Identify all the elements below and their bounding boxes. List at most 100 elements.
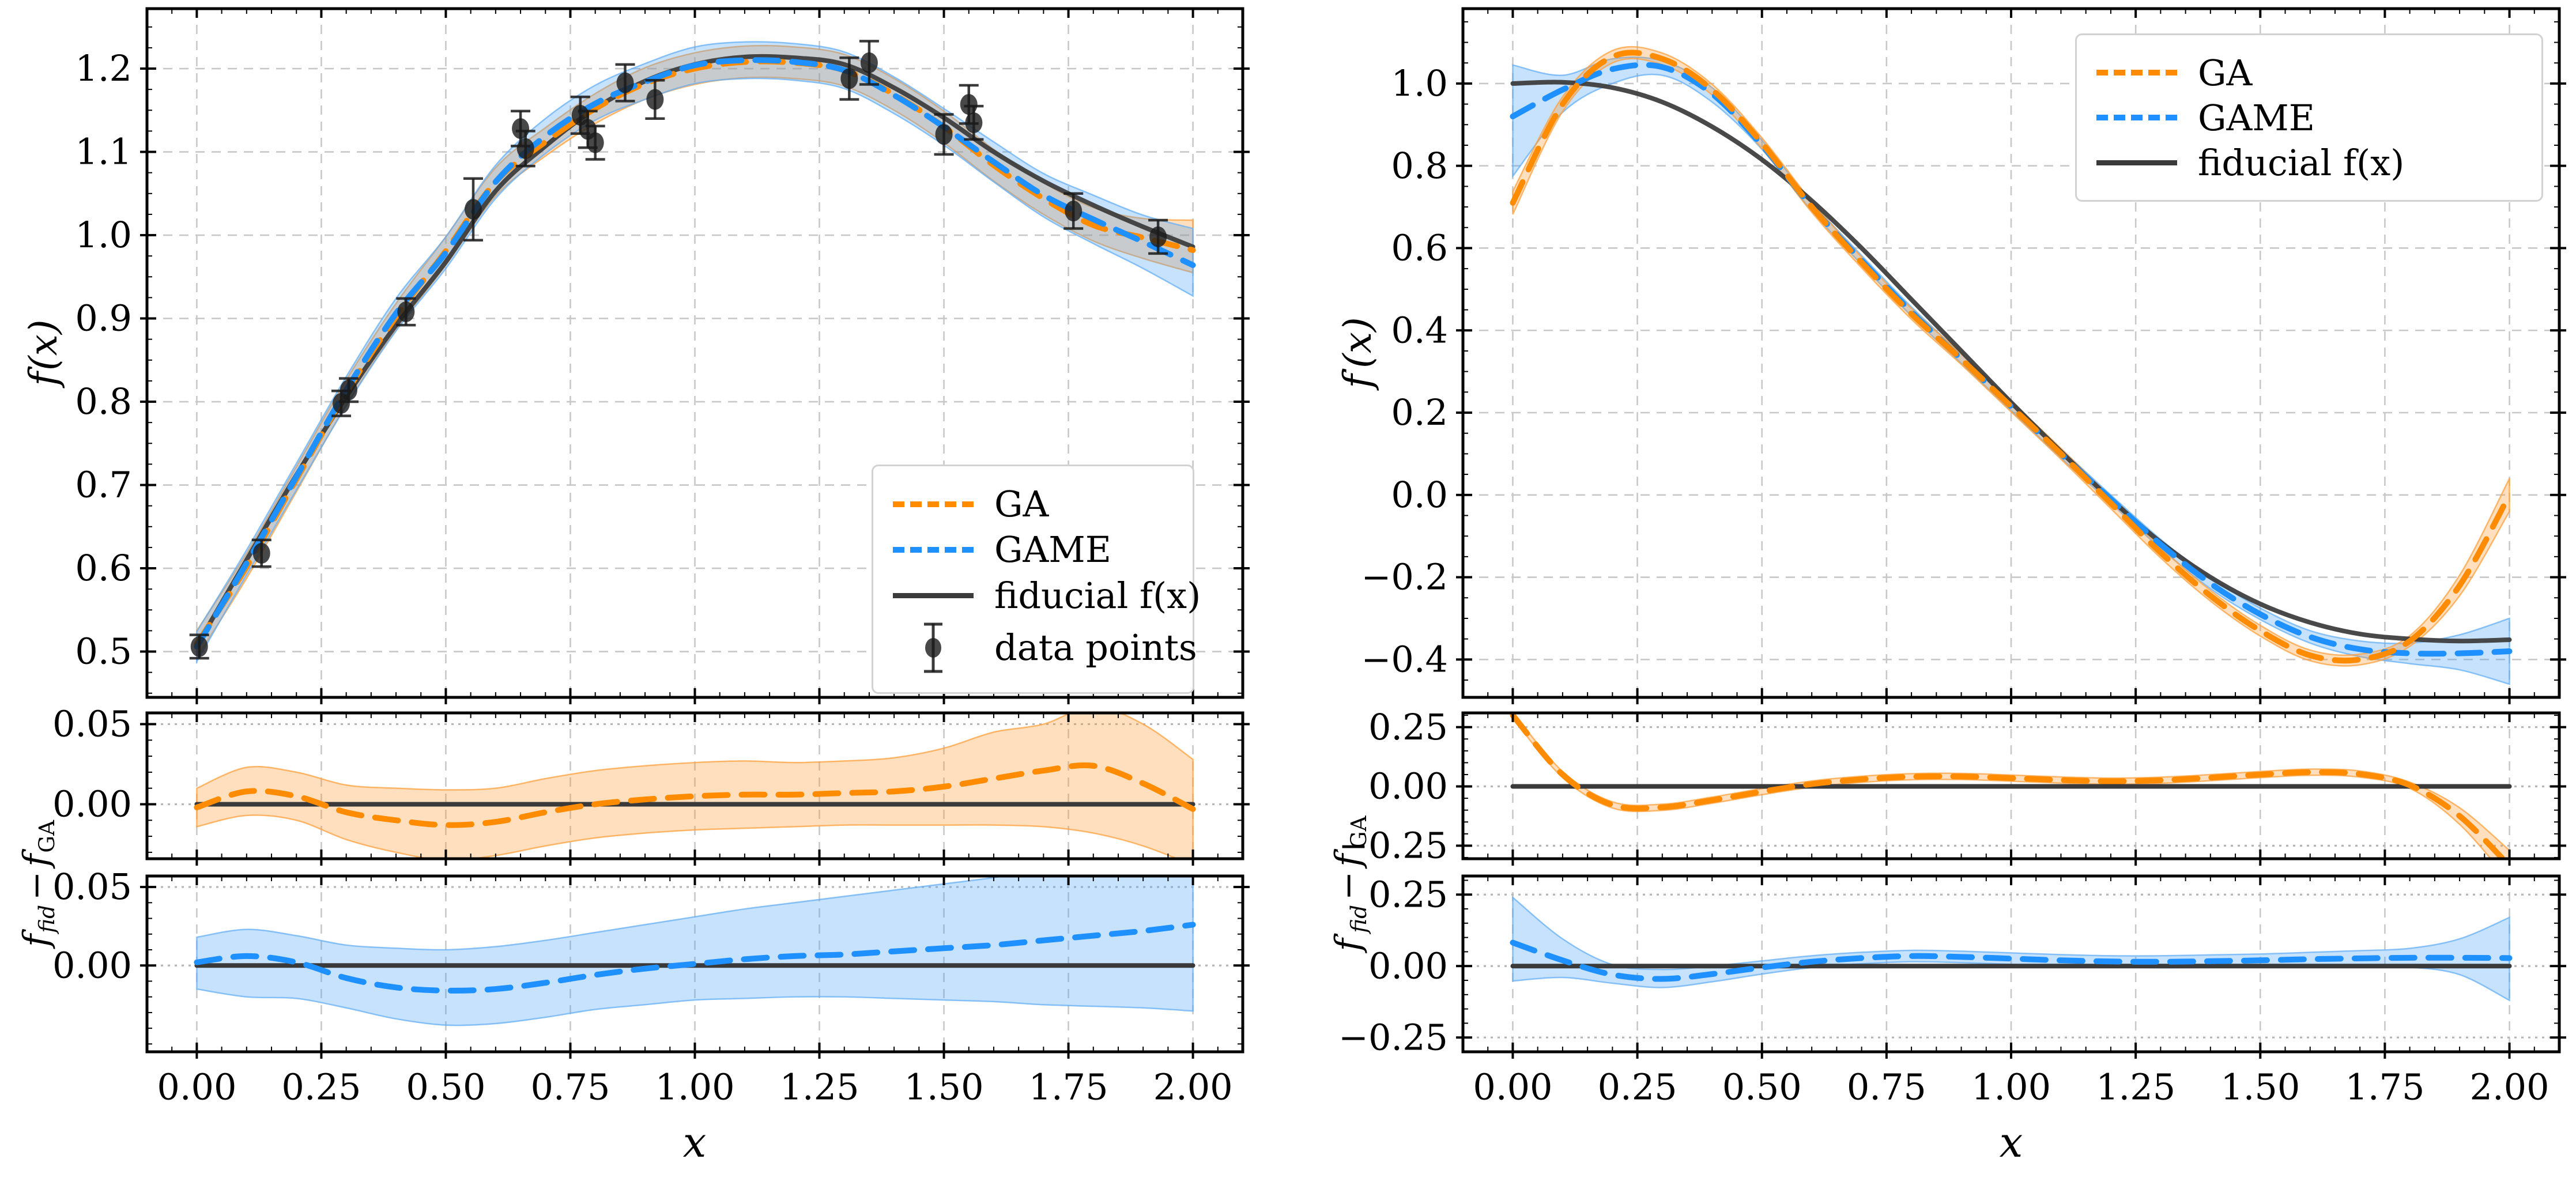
legend-label: data points — [994, 626, 1197, 669]
right-res-ylabel: f′fid−f′GA — [1328, 816, 1372, 952]
fiducial-line-sample — [2096, 160, 2177, 165]
game-line-sample — [893, 546, 974, 553]
data-point — [586, 132, 604, 153]
legend-item-ga: GA — [893, 483, 1173, 525]
series-area — [1510, 896, 2513, 1002]
y-tick-label: 0.00 — [1368, 765, 1448, 807]
series-area — [189, 40, 1196, 665]
y-tick-label: 0.05 — [52, 703, 132, 745]
y-tick-label: 0.05 — [52, 866, 132, 908]
legend-item-game: GAME — [893, 528, 1173, 571]
line-GA — [1510, 50, 2513, 664]
x-tick-label: 1.25 — [779, 1066, 859, 1108]
y-tick-label: 0.25 — [1368, 706, 1448, 748]
series-area — [1510, 713, 2512, 859]
y-tick-label: 0.2 — [1391, 391, 1448, 433]
y-tick-label: 0.5 — [75, 631, 132, 673]
panel-right-main: −0.4 −0.2 0.0 0.2 0.4 0.6 0.8 1.0 — [1361, 7, 2566, 704]
legend-item-fiducial: fiducial f(x) — [893, 575, 1201, 617]
series-area — [194, 876, 1196, 1026]
legend-item-fiducial: fiducial f(x) — [2096, 142, 2522, 184]
line-res-GA — [1510, 713, 2507, 859]
series-area — [194, 713, 1196, 859]
band-game-res-band — [196, 876, 1194, 1026]
ga-line-sample — [2096, 70, 2177, 75]
y-tick-label: 0.9 — [75, 297, 132, 339]
fiducial-line-sample — [893, 592, 974, 598]
data-point — [965, 112, 983, 133]
gridlines — [1463, 9, 2559, 697]
panel-left-res-ga: 0.00 0.05 — [52, 703, 1250, 866]
ticks — [1456, 713, 2566, 866]
x-tick-label: 1.25 — [2096, 1066, 2175, 1108]
y-tick-label: 0.6 — [75, 547, 132, 589]
game-line-sample — [2096, 115, 2177, 120]
left-main-ylabel: f(x) — [21, 319, 66, 386]
panel-left-res-game: 0.00 0.05 0.00 0.25 0.50 0.75 1.00 1.25 1.50 1.75… — [52, 866, 1250, 1108]
line-fiducial — [1510, 80, 2512, 644]
y-tick-label: 0.00 — [52, 783, 132, 825]
x-tick-label: 1.75 — [1029, 1066, 1108, 1108]
ticks — [140, 713, 1250, 866]
y-tick-label: 0.6 — [1391, 227, 1448, 269]
gridlines — [147, 9, 1243, 697]
y-tick-label: 1.0 — [75, 214, 132, 256]
panel-right-res-game: −0.25 0.00 0.25 0.00 0.25 0.50 0.75 1.00 1.25 1.5… — [1338, 873, 2566, 1108]
y-tick-label: −0.25 — [1338, 824, 1448, 866]
y-tick-label: −0.25 — [1338, 1016, 1448, 1058]
y-tick-label: 1.2 — [75, 47, 132, 89]
data-point — [935, 124, 953, 145]
line-res-GA — [194, 762, 1196, 828]
legend-label: GA — [994, 483, 1049, 526]
left-xlabel: x — [682, 1118, 707, 1166]
data-point — [516, 138, 534, 159]
tick-labels: 0.00 0.05 — [52, 703, 132, 825]
x-tick-label: 1.00 — [655, 1066, 734, 1108]
data-point — [860, 52, 878, 73]
tick-labels: −0.25 0.00 0.25 — [1338, 706, 1448, 867]
x-tick-label: 1.00 — [1971, 1066, 2051, 1108]
data-point — [1065, 201, 1083, 222]
band-game-band — [196, 41, 1194, 665]
legend-label: GA — [2198, 51, 2253, 94]
panel-left-main: 0.5 0.6 0.7 0.8 0.9 1.0 1.1 1.2 — [75, 7, 1250, 704]
right-main-ylabel: f′(x) — [1335, 317, 1380, 388]
x-tick-label: 0.75 — [1847, 1066, 1926, 1108]
x-tick-label: 2.00 — [2470, 1066, 2549, 1108]
tick-labels: 0.00 0.05 0.00 0.25 0.50 0.75 1.00 1.25 1.50 1.75… — [52, 866, 1233, 1108]
data-point — [340, 379, 357, 401]
tick-labels: 0.5 0.6 0.7 0.8 0.9 1.0 1.1 1.2 — [75, 47, 132, 672]
x-tick-label: 0.50 — [406, 1066, 485, 1108]
data-point — [397, 301, 415, 322]
data-point — [840, 68, 858, 89]
data-point — [464, 199, 482, 220]
x-tick-label: 0.00 — [157, 1066, 236, 1108]
y-tick-label: 1.0 — [1391, 62, 1448, 104]
tick-labels: −0.4 −0.2 0.0 0.2 0.4 0.6 0.8 1.0 — [1361, 62, 1448, 680]
y-tick-label: 0.0 — [1391, 474, 1448, 516]
x-tick-label: 0.50 — [1722, 1066, 1802, 1108]
y-tick-label: 0.7 — [75, 464, 132, 506]
y-tick-label: 0.25 — [1368, 873, 1448, 915]
y-tick-label: −0.4 — [1361, 638, 1448, 680]
x-tick-label: 0.25 — [1598, 1066, 1677, 1108]
data-point — [646, 89, 664, 110]
band-ga-res-band — [196, 713, 1194, 859]
panel-right-res-ga: −0.25 0.00 0.25 — [1338, 706, 2566, 867]
data-point — [252, 543, 270, 564]
legend-item-datapoints: data points — [893, 620, 1197, 675]
line-res-GAME — [194, 922, 1196, 994]
y-tick-label: −0.2 — [1361, 556, 1448, 598]
ticks — [1456, 876, 2566, 1059]
y-tick-label: 0.4 — [1391, 309, 1448, 351]
data-points — [189, 40, 1168, 660]
ga-line-sample — [893, 501, 974, 507]
legend-right: GA GAME fiducial f(x) — [2075, 33, 2543, 202]
left-res-ylabel: ffid−fGA — [16, 820, 60, 947]
y-tick-label: 0.00 — [52, 944, 132, 986]
x-tick-label: 2.00 — [1153, 1066, 1233, 1108]
x-tick-label: 0.75 — [530, 1066, 610, 1108]
x-tick-label: 1.75 — [2345, 1066, 2424, 1108]
